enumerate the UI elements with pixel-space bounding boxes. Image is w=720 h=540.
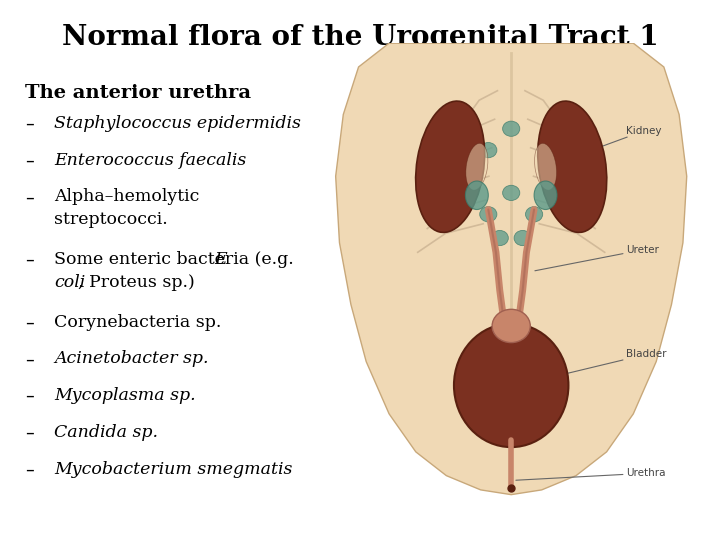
Text: Corynebacteria sp.: Corynebacteria sp. bbox=[54, 314, 221, 330]
Text: Mycoplasma sp.: Mycoplasma sp. bbox=[54, 387, 196, 404]
Text: –: – bbox=[25, 251, 34, 269]
Ellipse shape bbox=[503, 121, 520, 136]
Ellipse shape bbox=[466, 143, 488, 190]
Text: Candida sp.: Candida sp. bbox=[54, 424, 158, 441]
Text: streptococci.: streptococci. bbox=[54, 211, 168, 228]
Ellipse shape bbox=[454, 323, 569, 447]
Polygon shape bbox=[336, 43, 687, 495]
Text: Acinetobacter sp.: Acinetobacter sp. bbox=[54, 350, 209, 367]
Ellipse shape bbox=[492, 309, 531, 342]
Text: coli: coli bbox=[54, 274, 85, 291]
Text: Alpha–hemolytic: Alpha–hemolytic bbox=[54, 188, 199, 205]
Text: –: – bbox=[25, 424, 34, 442]
Text: –: – bbox=[25, 387, 34, 405]
Ellipse shape bbox=[480, 207, 497, 222]
Text: –: – bbox=[25, 350, 34, 368]
Ellipse shape bbox=[465, 181, 488, 210]
Text: The anterior urethra: The anterior urethra bbox=[25, 84, 251, 102]
Ellipse shape bbox=[480, 143, 497, 158]
Ellipse shape bbox=[415, 101, 485, 232]
Ellipse shape bbox=[491, 231, 508, 246]
Text: –: – bbox=[25, 152, 34, 170]
Ellipse shape bbox=[503, 185, 520, 200]
Text: Normal flora of the Urogenital Tract 1: Normal flora of the Urogenital Tract 1 bbox=[62, 24, 658, 51]
Text: Enterococcus faecalis: Enterococcus faecalis bbox=[54, 152, 246, 168]
Text: –: – bbox=[25, 188, 34, 206]
Ellipse shape bbox=[538, 101, 607, 232]
Text: Some enteric bacteria (e.g.: Some enteric bacteria (e.g. bbox=[54, 251, 300, 268]
Text: Urethra: Urethra bbox=[516, 468, 665, 480]
Text: Kidney: Kidney bbox=[575, 126, 661, 156]
Text: Bladder: Bladder bbox=[559, 349, 666, 375]
Text: Mycobacterium smegmatis: Mycobacterium smegmatis bbox=[54, 461, 292, 477]
Text: –: – bbox=[25, 115, 34, 133]
Ellipse shape bbox=[534, 181, 557, 210]
Text: E: E bbox=[214, 251, 227, 268]
Text: , Proteus sp.): , Proteus sp.) bbox=[78, 274, 194, 291]
Text: –: – bbox=[25, 461, 34, 478]
Text: Ureter: Ureter bbox=[535, 245, 659, 271]
Ellipse shape bbox=[526, 207, 543, 222]
Text: Staphylococcus epidermidis: Staphylococcus epidermidis bbox=[54, 115, 301, 132]
Ellipse shape bbox=[514, 231, 531, 246]
Text: –: – bbox=[25, 314, 34, 332]
Ellipse shape bbox=[534, 143, 557, 190]
